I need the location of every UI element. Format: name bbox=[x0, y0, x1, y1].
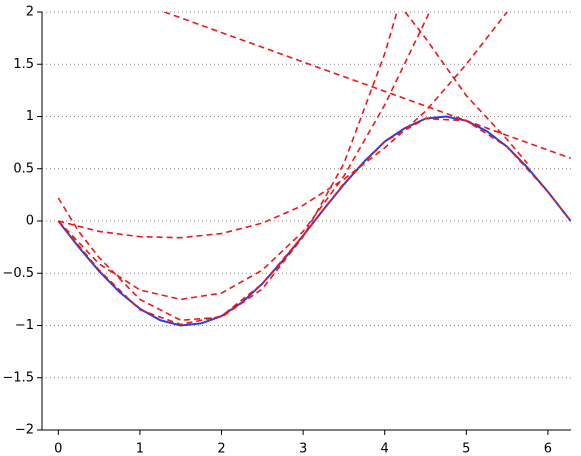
y-tick-label: −1 bbox=[15, 318, 34, 333]
line bbox=[164, 12, 571, 160]
y-tick-label: 0.5 bbox=[13, 161, 34, 176]
y-tick-label: −1.5 bbox=[2, 370, 34, 385]
y-tick-label: 0 bbox=[26, 214, 34, 229]
x-tick-label: 2 bbox=[217, 442, 225, 456]
x-tick-label: 3 bbox=[299, 442, 307, 456]
line bbox=[57, 12, 431, 301]
line bbox=[404, 12, 529, 165]
y-tick-label: −0.5 bbox=[2, 266, 34, 281]
x-tick-label: 0 bbox=[54, 442, 62, 456]
x-tick-label: 6 bbox=[544, 442, 552, 456]
x-tick-label: 1 bbox=[136, 442, 144, 456]
x-tick-label: 5 bbox=[462, 442, 470, 456]
line bbox=[57, 12, 398, 322]
y-tick-label: −2 bbox=[15, 423, 34, 438]
y-tick-label: 1.5 bbox=[13, 57, 34, 72]
line bbox=[58, 12, 508, 239]
plot-area bbox=[57, 12, 571, 327]
line bbox=[57, 117, 571, 326]
y-tick-label: 1 bbox=[26, 109, 34, 124]
x-tick-label: 4 bbox=[381, 442, 389, 456]
y-tick-label: 2 bbox=[26, 5, 34, 20]
